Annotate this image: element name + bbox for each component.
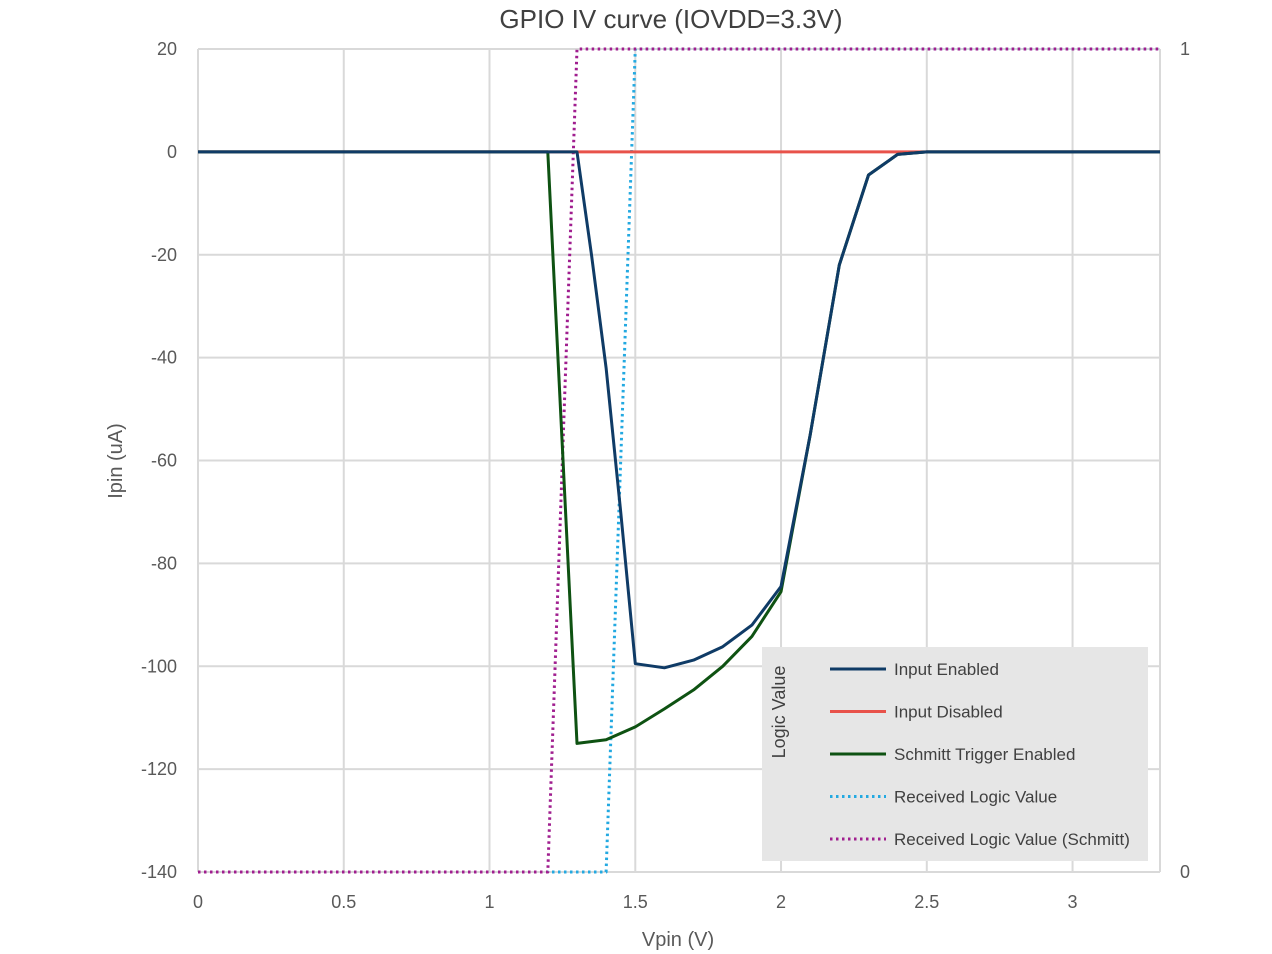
legend-label: Input Enabled	[894, 660, 999, 679]
y-tick-label: 0	[167, 142, 177, 162]
y-tick-label: -120	[141, 759, 177, 779]
y2-tick-label: 1	[1180, 39, 1190, 59]
x-tick-label: 2	[776, 892, 786, 912]
x-tick-label: 3	[1068, 892, 1078, 912]
series-line-received-logic-value-schmitt	[198, 47, 1160, 874]
legend-label: Received Logic Value (Schmitt)	[894, 830, 1130, 849]
y-tick-label: -40	[151, 348, 177, 368]
legend-title: Logic Value	[769, 666, 789, 759]
y-tick-label: -80	[151, 553, 177, 573]
x-tick-label: 1	[485, 892, 495, 912]
y-tick-label: -20	[151, 245, 177, 265]
series-line-input-enabled	[198, 150, 1160, 670]
legend-label: Schmitt Trigger Enabled	[894, 745, 1075, 764]
axes: 0 0.5 1 1.5 2 2.5 3 20 0 -20 -40 -60 -80 -100 -120 -140…	[141, 39, 1190, 912]
y2-tick-label: 0	[1180, 862, 1190, 882]
series-group	[198, 47, 1160, 874]
y-axis-title: Ipin (uA)	[105, 423, 127, 499]
x-tick-label: 0.5	[331, 892, 356, 912]
x-tick-label: 0	[193, 892, 203, 912]
legend-label: Received Logic Value	[894, 788, 1057, 807]
chart-title: GPIO IV curve (IOVDD=3.3V)	[499, 4, 842, 34]
y-tick-label: -60	[151, 451, 177, 471]
y-tick-label: -100	[141, 656, 177, 676]
legend-label: Input Disabled	[894, 703, 1003, 722]
x-tick-label: 2.5	[914, 892, 939, 912]
y-tick-label: 20	[157, 39, 177, 59]
x-axis-title: Vpin (V)	[642, 929, 714, 951]
y-tick-label: -140	[141, 862, 177, 882]
legend: Logic Value Input Enabled Input Disabled S…	[762, 647, 1148, 861]
legend-items: Input Enabled Input Disabled Schmitt Trigg…	[830, 660, 1130, 849]
x-tick-label: 1.5	[623, 892, 648, 912]
legend-box	[762, 647, 1148, 861]
